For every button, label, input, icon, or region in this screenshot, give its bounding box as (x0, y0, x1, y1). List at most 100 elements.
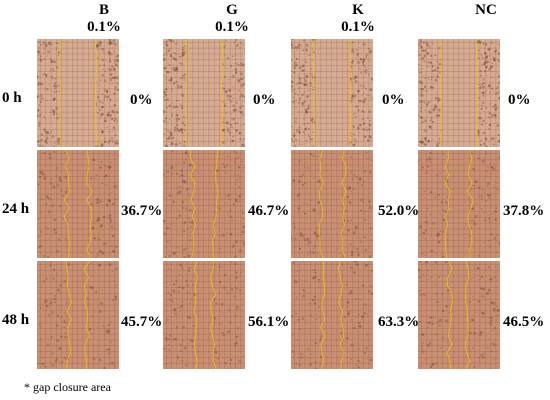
micrograph-image (163, 150, 245, 258)
hemocytometer-grid (418, 150, 500, 258)
micrograph-image (291, 150, 373, 258)
gap-closure-value: 0% (382, 92, 405, 108)
right-wound-edge (83, 261, 90, 369)
gap-closure-value: 52.0% (378, 203, 420, 219)
micrograph-image (163, 39, 245, 147)
micrograph-k-0h (291, 39, 373, 147)
hemocytometer-grid (37, 39, 119, 147)
column-header-nc: NC (446, 2, 526, 19)
column-name: G (226, 2, 238, 18)
gap-closure-value: 36.7% (121, 203, 163, 219)
hemocytometer-grid (291, 261, 373, 369)
micrograph-image (418, 261, 500, 369)
gap-closure-value: 45.7% (121, 314, 163, 330)
gap-closure-value: 63.3% (378, 314, 420, 330)
micrograph-g-0h (163, 39, 245, 147)
column-concentration: 0.1% (341, 19, 375, 35)
column-name: NC (475, 2, 497, 18)
micrograph-background (418, 39, 500, 147)
row-label-24h: 24 h (2, 201, 30, 217)
column-concentration: 0.1% (215, 19, 249, 35)
left-wound-edge (446, 261, 453, 369)
right-wound-edge (221, 39, 223, 147)
gap-closure-value: 0% (130, 92, 153, 108)
right-wound-edge (210, 261, 217, 369)
micrograph-background (291, 39, 373, 147)
row-label-0h: 0 h (2, 90, 22, 106)
micrograph-background (418, 261, 500, 369)
left-wound-edge (318, 150, 324, 258)
micrograph-background (418, 150, 500, 258)
right-wound-edge (338, 261, 345, 369)
left-wound-edge (59, 39, 61, 147)
gap-closure-value: 0% (253, 92, 276, 108)
micrograph-b-24h (37, 150, 119, 258)
left-wound-edge (66, 261, 73, 369)
hemocytometer-grid (418, 39, 500, 147)
micrograph-nc-48h (418, 261, 500, 369)
left-wound-edge (193, 261, 198, 369)
micrograph-image (291, 261, 373, 369)
right-wound-edge (86, 150, 93, 258)
left-wound-edge (440, 39, 442, 147)
hemocytometer-grid (163, 261, 245, 369)
cell-layer (163, 261, 244, 367)
micrograph-k-48h (291, 261, 373, 369)
micrograph-background (37, 261, 119, 369)
column-header-k: K 0.1% (318, 2, 398, 36)
right-wound-edge (95, 39, 97, 147)
cell-layer (418, 261, 500, 369)
gap-closure-value: 37.8% (503, 203, 545, 219)
gap-closure-value: 0% (508, 92, 531, 108)
micrograph-image (37, 150, 119, 258)
left-wound-edge (444, 150, 451, 258)
hemocytometer-grid (163, 39, 245, 147)
right-wound-edge (476, 39, 478, 147)
column-header-b: B 0.1% (64, 2, 144, 36)
column-name: K (352, 2, 364, 18)
hemocytometer-grid (291, 150, 373, 258)
hemocytometer-grid (291, 39, 373, 147)
right-wound-edge (349, 39, 351, 147)
micrograph-image (291, 39, 373, 147)
micrograph-background (291, 261, 373, 369)
micrograph-background (37, 39, 119, 147)
micrograph-background (163, 39, 245, 147)
right-wound-edge (464, 261, 470, 369)
gap-closure-value: 46.5% (503, 314, 545, 330)
left-wound-edge (189, 150, 196, 258)
left-wound-edge (320, 261, 326, 369)
left-wound-edge (63, 150, 70, 258)
right-wound-edge (212, 150, 219, 258)
gap-closure-value: 46.7% (248, 203, 290, 219)
right-wound-edge (467, 150, 474, 258)
micrograph-background (163, 261, 245, 369)
column-concentration: 0.1% (87, 19, 121, 35)
column-name: B (98, 2, 109, 18)
hemocytometer-grid (37, 261, 119, 369)
micrograph-background (291, 150, 373, 258)
micrograph-g-24h (163, 150, 245, 258)
micrograph-g-48h (163, 261, 245, 369)
right-wound-edge (340, 150, 347, 258)
hemocytometer-grid (163, 150, 245, 258)
row-label-48h: 48 h (2, 312, 30, 328)
micrograph-b-0h (37, 39, 119, 147)
left-wound-edge (313, 39, 315, 147)
micrograph-image (418, 150, 500, 258)
micrograph-image (37, 261, 119, 369)
micrograph-background (163, 150, 245, 258)
micrograph-image (37, 39, 119, 147)
micrograph-nc-24h (418, 150, 500, 258)
column-header-g: G 0.1% (192, 2, 272, 36)
micrograph-k-24h (291, 150, 373, 258)
gap-closure-value: 56.1% (248, 314, 290, 330)
micrograph-image (163, 261, 245, 369)
cell-layer (37, 150, 119, 258)
hemocytometer-grid (37, 150, 119, 258)
micrograph-b-48h (37, 261, 119, 369)
micrograph-nc-0h (418, 39, 500, 147)
cell-layer (163, 39, 245, 147)
cell-layer (418, 151, 500, 258)
footnote: * gap closure area (24, 380, 111, 394)
